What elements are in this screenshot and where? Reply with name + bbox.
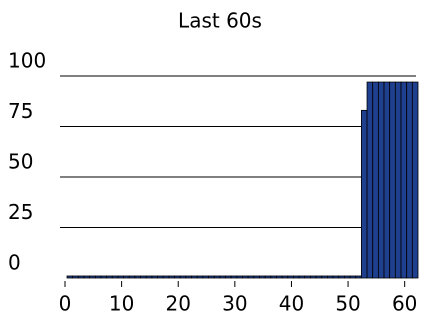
bar — [72, 275, 79, 279]
x-tick-label: 0 — [59, 292, 72, 316]
bar — [270, 275, 277, 279]
x-tick-label: 40 — [279, 292, 304, 316]
bar — [281, 275, 289, 279]
bar — [230, 275, 238, 279]
bar — [111, 275, 119, 279]
bar — [140, 275, 147, 279]
bar — [276, 275, 283, 279]
bar — [66, 275, 74, 279]
x-tick-label: 50 — [335, 292, 360, 316]
bar — [332, 275, 340, 279]
bar — [338, 275, 345, 279]
bar — [344, 275, 351, 279]
bar — [208, 275, 215, 279]
bar — [394, 81, 402, 279]
bar — [327, 275, 334, 279]
bar — [360, 109, 368, 279]
bar — [287, 275, 294, 279]
bar — [185, 275, 192, 279]
bar — [151, 275, 158, 279]
bar — [242, 275, 249, 279]
bar — [259, 275, 266, 279]
bar — [174, 275, 181, 279]
bar — [162, 275, 170, 279]
bar — [389, 81, 396, 279]
bar — [83, 275, 91, 279]
bar — [77, 275, 85, 279]
bar — [355, 275, 362, 279]
bar — [349, 275, 357, 279]
bar — [315, 275, 323, 279]
bar — [219, 275, 226, 279]
x-tick-label: 10 — [109, 292, 134, 316]
bar — [94, 275, 102, 279]
bar — [168, 275, 175, 279]
x-tick-label: 30 — [222, 292, 247, 316]
bar — [157, 275, 164, 279]
bar — [123, 275, 130, 279]
bar — [293, 275, 300, 279]
bar — [377, 81, 385, 279]
y-tick-label: 100 — [8, 49, 46, 73]
bar — [247, 275, 255, 279]
bar — [298, 275, 306, 279]
y-tick-label: 25 — [8, 200, 33, 224]
bar — [310, 275, 317, 279]
bar — [366, 81, 374, 279]
bar — [179, 275, 187, 279]
bar — [411, 81, 419, 279]
y-tick-label: 75 — [8, 99, 33, 123]
bar — [134, 275, 141, 279]
bar — [100, 275, 108, 279]
bar — [372, 81, 379, 279]
bar — [145, 275, 153, 279]
bar — [383, 81, 391, 279]
bar — [264, 275, 272, 279]
chart-title: Last 60s — [178, 9, 262, 33]
bar — [213, 275, 221, 279]
bar — [117, 275, 125, 279]
y-tick-label: 50 — [8, 150, 33, 174]
bar — [406, 81, 413, 279]
y-tick-label: 0 — [8, 251, 21, 275]
x-tick-label: 20 — [165, 292, 190, 316]
bar — [89, 275, 96, 279]
x-tick-label: 60 — [392, 292, 417, 316]
bar — [236, 275, 243, 279]
bar — [400, 81, 408, 279]
bar — [191, 275, 198, 279]
bar — [202, 275, 209, 279]
bar — [196, 275, 204, 279]
bar — [225, 275, 232, 279]
bar — [253, 275, 260, 279]
bar — [128, 275, 136, 279]
bar — [304, 275, 311, 279]
bar — [106, 275, 113, 279]
bar — [321, 275, 328, 279]
